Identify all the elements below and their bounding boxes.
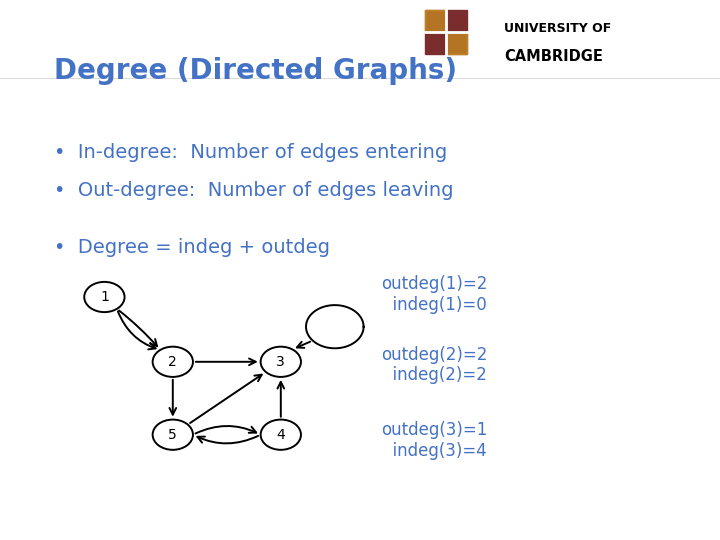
Text: 1: 1 bbox=[100, 290, 109, 304]
Bar bbox=[446, 32, 467, 54]
Text: outdeg(3)=1
  indeg(3)=4: outdeg(3)=1 indeg(3)=4 bbox=[382, 421, 488, 460]
Bar bbox=[425, 10, 467, 54]
Text: CAMBRIDGE: CAMBRIDGE bbox=[504, 49, 603, 64]
Circle shape bbox=[261, 347, 301, 377]
Text: Degree (Directed Graphs): Degree (Directed Graphs) bbox=[54, 57, 457, 85]
Text: 2: 2 bbox=[168, 355, 177, 369]
Text: •  Degree = indeg + outdeg: • Degree = indeg + outdeg bbox=[54, 238, 330, 256]
Text: •  Out-degree:  Number of edges leaving: • Out-degree: Number of edges leaving bbox=[54, 181, 454, 200]
Text: UNIVERSITY OF: UNIVERSITY OF bbox=[504, 22, 611, 35]
Circle shape bbox=[261, 420, 301, 450]
Text: outdeg(2)=2
  indeg(2)=2: outdeg(2)=2 indeg(2)=2 bbox=[382, 346, 488, 384]
Text: 3: 3 bbox=[276, 355, 285, 369]
Circle shape bbox=[153, 347, 193, 377]
Text: outdeg(1)=2
  indeg(1)=0: outdeg(1)=2 indeg(1)=0 bbox=[382, 275, 488, 314]
Text: 5: 5 bbox=[168, 428, 177, 442]
Circle shape bbox=[153, 420, 193, 450]
Text: 4: 4 bbox=[276, 428, 285, 442]
Bar bbox=[425, 10, 446, 32]
Text: •  In-degree:  Number of edges entering: • In-degree: Number of edges entering bbox=[54, 143, 447, 162]
Circle shape bbox=[84, 282, 125, 312]
